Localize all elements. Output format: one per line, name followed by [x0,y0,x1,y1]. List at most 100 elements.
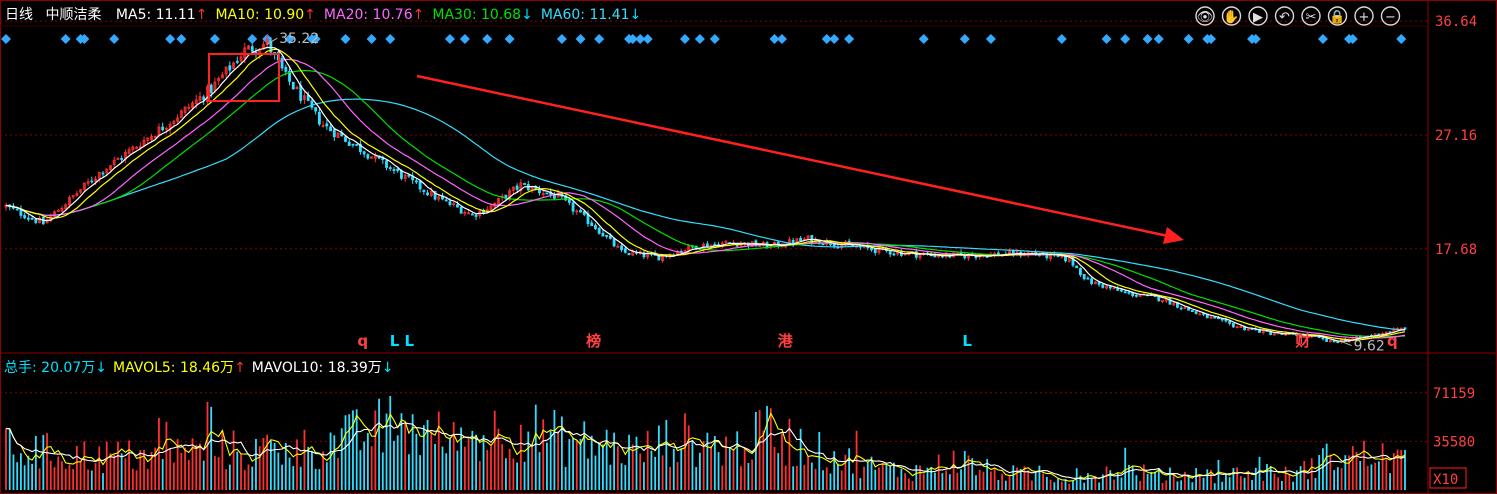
volume-bar [1034,471,1037,490]
event-marker[interactable]: q [1387,332,1398,350]
volume-bar [210,406,213,490]
event-marker[interactable]: 港 [778,332,794,350]
signal-diamond [769,34,780,44]
volume-bar [829,473,832,490]
mavol-ma10-line [5,422,1406,480]
candle-body [1138,295,1142,297]
volume-bar [359,450,362,490]
ma10-line [5,48,1406,341]
volume-bar [1340,468,1343,490]
scissors-icon[interactable]: ✂ [1301,6,1321,26]
volume-bar [814,468,817,490]
volume-bar [1086,473,1089,490]
zoom-in-icon[interactable]: + [1354,6,1374,26]
volume-bar [135,470,138,490]
candle-body [194,99,198,105]
volume-legend: 总手: 20.07万↓ MAVOL5: 18.46万↑ MAVOL10: 18.39… [4,360,394,376]
event-marker[interactable]: L [962,332,972,350]
play-icon[interactable]: ▶ [1248,6,1268,26]
volume-bar [299,466,302,490]
event-marker[interactable]: 财 [1295,332,1310,350]
volume-bar [997,479,1000,490]
volume-bar [1012,465,1015,490]
volume-bar [1045,477,1048,490]
candle-body [437,196,441,200]
volume-bar [874,469,877,490]
candle-body [571,202,575,212]
signal-diamonds [1,34,1407,44]
volume-bar [169,448,172,490]
candle-body [511,186,515,191]
candle-body [515,185,519,190]
ma-legend-arrow: ↑ [304,7,316,23]
volume-bar [534,404,537,490]
volume-bar [64,468,67,490]
volume-bar [467,439,470,490]
svg-text:✂: ✂ [1306,10,1317,25]
candle-body [202,96,206,101]
event-marker[interactable]: L L [390,332,415,350]
volume-bar [1202,477,1205,490]
candle-body [892,253,896,256]
candle-body [269,40,273,53]
volume-bar [1280,480,1283,490]
candle-body [1086,277,1090,280]
volume-bar [46,433,48,490]
candle-body [303,95,306,100]
undo-icon[interactable]: ↶ [1274,6,1295,26]
zoom-out-icon[interactable]: − [1380,6,1401,26]
volume-bar [713,435,716,490]
volume-bar [837,463,839,490]
hand-icon[interactable]: ✋ [1221,6,1242,26]
volume-bar [180,452,183,490]
candle-body [131,146,135,151]
candle-body [355,144,359,146]
candle-body [1231,322,1235,328]
candle-body [347,141,351,146]
volume-bar [288,457,291,490]
trend-arrow[interactable] [416,74,1184,244]
volume-bar [1116,472,1119,490]
volume-bar [1068,483,1071,490]
volume-legend-item: 总手: 20.07万 [4,360,95,376]
candle-body [1239,326,1243,328]
lock-icon[interactable]: 🔒 [1327,6,1348,26]
price-axis: 36.64 27.16 17.68 [1435,14,1477,258]
svg-text:9.62: 9.62 [1354,339,1385,355]
candle-body [590,222,594,227]
eye-icon[interactable]: 👁 [1195,6,1215,26]
stock-name: 中顺洁柔 [45,7,101,23]
candle-body [176,117,180,122]
signal-diamond [165,34,176,44]
high-annotation: 35.22 [266,31,319,47]
candle-body [291,81,295,90]
highlight-box[interactable] [208,53,280,102]
event-marker[interactable]: q [357,332,368,350]
volume-bar [1113,479,1115,490]
candle-body [1168,298,1172,305]
volume-bar [702,440,705,490]
candle-body [623,248,627,253]
volume-bar [456,450,459,490]
candle-body [396,168,400,172]
candle-body [235,60,239,63]
candle-body [918,254,922,259]
volume-bar [16,462,19,490]
volume-bar [381,452,384,490]
volume-bar [370,446,373,490]
volume-bar [486,449,489,490]
volume-bar [1016,467,1018,490]
volume-bar [1198,476,1201,490]
volume-bar [385,413,388,490]
signal-diamond [482,34,493,44]
volume-bar [937,454,940,490]
volume-bar [322,451,325,490]
volume-bar [247,464,250,490]
candle-body [642,252,646,258]
svg-text:▶: ▶ [1253,10,1263,25]
event-marker[interactable]: 榜 [586,332,601,350]
volume-bar [355,409,358,490]
volume-bar [325,462,328,490]
volume-bar [699,452,701,490]
